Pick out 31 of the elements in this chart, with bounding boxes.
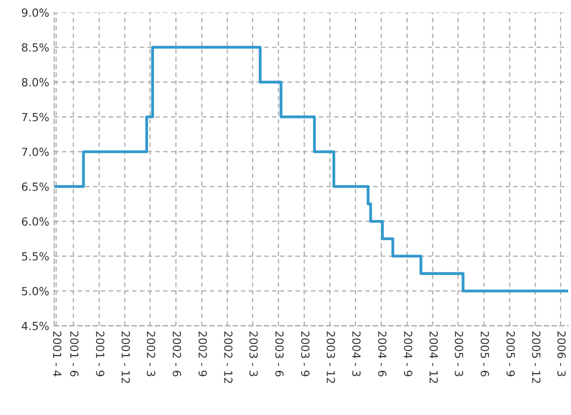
y-tick-label: 6.5% [22, 182, 49, 191]
x-tick-label: 2003 - 12 [326, 331, 336, 384]
x-tick-label: 2003 - 9 [301, 331, 310, 376]
x-tick-label: 2002 - 6 [172, 331, 182, 376]
x-tick-label: 2002 - 9 [198, 331, 207, 376]
x-tick-label: 2005 - 6 [480, 331, 490, 376]
x-tick-label: 2001 - 12 [122, 331, 130, 384]
x-tick-label: 2006 - 3 [557, 331, 566, 376]
x-tick-label: 2005 - 12 [532, 331, 540, 384]
x-tick-label: 2001 - 6 [70, 331, 79, 376]
x-tick-label: 2001 - 4 [52, 331, 62, 376]
y-tick-label: 8.5% [22, 43, 49, 52]
x-tick-label: 2005 - 9 [506, 331, 515, 376]
x-tick-label: 2001 - 9 [96, 331, 104, 376]
x-tick-label: 2003 - 6 [275, 331, 284, 376]
y-tick-label: 6.0% [22, 217, 49, 226]
y-tick-label: 4.5% [22, 322, 49, 330]
x-tick-label: 2002 - 3 [146, 331, 156, 376]
y-tick-label: 7.5% [22, 112, 49, 122]
x-tick-label: 2003 - 3 [249, 331, 258, 376]
y-tick-label: 8.0% [22, 78, 49, 86]
y-tick-label: 9.0% [22, 8, 49, 17]
x-tick-label: 2004 - 3 [352, 331, 361, 376]
y-tick-label: 7.0% [22, 148, 49, 156]
x-tick-label: 2004 - 12 [429, 331, 438, 384]
y-tick-label: 5.0% [22, 286, 49, 296]
x-tick-label: 2004 - 9 [404, 331, 412, 376]
x-tick-label: 2005 - 3 [454, 331, 464, 376]
x-tick-label: 2004 - 6 [378, 331, 386, 376]
x-tick-label: 2002 - 12 [224, 331, 233, 384]
y-tick-label: 5.5% [22, 252, 49, 261]
